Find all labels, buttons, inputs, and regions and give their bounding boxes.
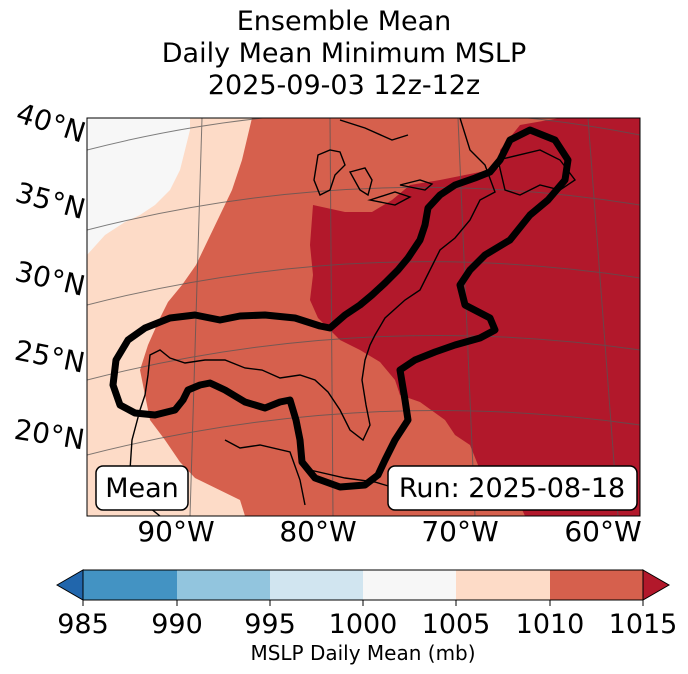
lat-label-30: 30°N bbox=[12, 255, 88, 303]
map-panel bbox=[87, 118, 640, 516]
colorbar-extend-high bbox=[642, 569, 671, 601]
colorbar-tick-1010: 1010 bbox=[516, 609, 585, 640]
run-box: Run: 2025-08-18 bbox=[387, 465, 638, 511]
run-box-label: Run: 2025-08-18 bbox=[399, 473, 625, 504]
lat-label-20: 20°N bbox=[12, 413, 87, 457]
colorbar-bin-1010-1015 bbox=[550, 570, 643, 600]
colorbar-bin-1000-1005 bbox=[363, 570, 456, 600]
lon-label-80: 80°W bbox=[279, 515, 356, 548]
field-1000-1005 bbox=[87, 118, 190, 255]
colorbar-tick-1005: 1005 bbox=[422, 609, 491, 640]
lon-label-90: 90°W bbox=[137, 515, 214, 548]
lat-label-25: 25°N bbox=[12, 334, 88, 380]
colorbar-extend-low bbox=[55, 569, 84, 601]
colorbar-tick-1000: 1000 bbox=[329, 609, 398, 640]
field-above-1015 bbox=[310, 118, 640, 516]
title-line-1: Ensemble Mean bbox=[236, 6, 452, 37]
colorbar-bin-985-990 bbox=[83, 570, 177, 600]
colorbar-bin-990-995 bbox=[177, 570, 270, 600]
colorbar: 985 990 995 1000 1005 1010 1015 MSLP Dai… bbox=[55, 569, 678, 665]
colorbar-label: MSLP Daily Mean (mb) bbox=[250, 641, 475, 665]
colorbar-tick-990: 990 bbox=[151, 609, 203, 640]
lat-label-40: 40°N bbox=[12, 96, 89, 149]
map-frame bbox=[86, 117, 641, 517]
colorbar-tick-985: 985 bbox=[57, 609, 109, 640]
lat-labels: 40°N 35°N 30°N 25°N 20°N bbox=[12, 96, 90, 456]
lat-label-35: 35°N bbox=[12, 176, 89, 226]
colorbar-bin-1005-1010 bbox=[456, 570, 550, 600]
mean-box: Mean bbox=[95, 465, 189, 511]
title-line-3: 2025-09-03 12z-12z bbox=[207, 70, 481, 101]
lon-labels: 90°W 80°W 70°W 60°W bbox=[137, 515, 641, 548]
title-line-2: Daily Mean Minimum MSLP bbox=[161, 38, 527, 69]
mean-contour bbox=[109, 126, 572, 491]
colorbar-bin-995-1000 bbox=[270, 570, 363, 600]
lon-label-60: 60°W bbox=[564, 515, 641, 548]
colorbar-tick-1015: 1015 bbox=[609, 609, 678, 640]
colorbar-tick-995: 995 bbox=[244, 609, 296, 640]
mean-box-label: Mean bbox=[105, 473, 179, 504]
lon-label-70: 70°W bbox=[421, 515, 498, 548]
